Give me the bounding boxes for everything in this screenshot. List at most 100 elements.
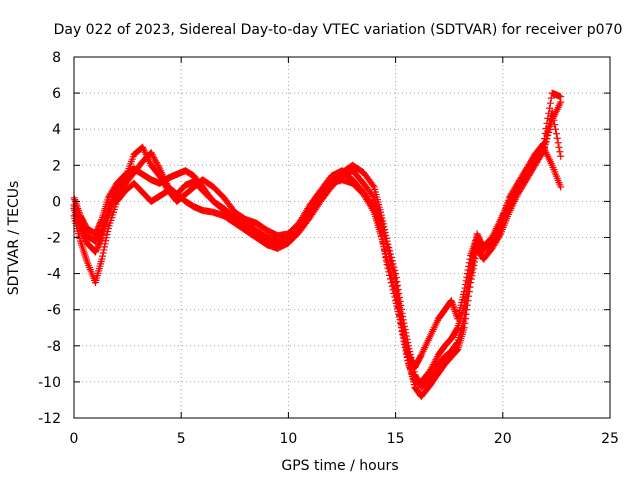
data-point [540, 140, 548, 148]
data-point [100, 246, 108, 254]
x-tick-label: 15 [387, 431, 405, 447]
x-tick-label: 10 [279, 431, 297, 447]
data-point [428, 364, 436, 372]
data-point [386, 247, 394, 255]
data-point [465, 270, 473, 278]
data-point [466, 266, 474, 274]
grid [74, 57, 610, 418]
y-tick-label: 6 [52, 86, 61, 102]
data-point [399, 334, 407, 342]
series-2 [70, 98, 565, 400]
data-point [554, 139, 562, 147]
data-point [432, 356, 440, 364]
data-point [387, 271, 395, 279]
data-point [430, 359, 438, 367]
data-point [397, 319, 405, 327]
data-point [392, 292, 400, 300]
data-point [555, 143, 563, 151]
data-point [470, 243, 478, 251]
data-point [552, 125, 560, 133]
data-point [121, 175, 129, 183]
data-point [553, 134, 561, 142]
data-point [386, 265, 394, 273]
data-point [467, 270, 475, 278]
data-point [463, 282, 471, 290]
data-point [392, 270, 400, 278]
chart-title: Day 022 of 2023, Sidereal Day-to-day VTE… [54, 22, 623, 38]
data-point [147, 149, 155, 157]
x-tick-label: 20 [494, 431, 512, 447]
data-point [393, 296, 401, 304]
data-point [155, 163, 163, 171]
data-point [388, 257, 396, 265]
data-point [394, 304, 402, 312]
data-point [401, 344, 409, 352]
data-point [471, 240, 479, 248]
data-point [153, 160, 161, 168]
data-point [552, 130, 560, 138]
data-point [557, 93, 565, 101]
data-point [431, 357, 439, 365]
data-point [403, 350, 411, 358]
data-point [100, 243, 108, 251]
data-point [404, 357, 412, 365]
data-point [389, 278, 397, 286]
data-point [426, 367, 434, 375]
data-point [390, 281, 398, 289]
data-point [400, 337, 408, 345]
data-point [453, 325, 461, 333]
data-point [541, 139, 549, 147]
data-point [398, 327, 406, 335]
data-point [464, 278, 472, 286]
data-point [544, 127, 552, 135]
data-point [433, 354, 441, 362]
data-point [469, 249, 477, 257]
data-point [151, 155, 159, 163]
y-tick-label: -8 [47, 339, 61, 355]
data-point [540, 143, 548, 151]
series-1 [70, 143, 565, 371]
y-tick-label: -12 [38, 411, 61, 427]
data-point [385, 262, 393, 270]
data-point [494, 228, 502, 236]
y-tick-label: -2 [47, 231, 61, 247]
x-tick-label: 5 [177, 431, 186, 447]
data-point [539, 148, 547, 156]
data-point [369, 182, 377, 190]
data-point [493, 229, 501, 237]
data-point [392, 288, 400, 296]
data-point [470, 246, 478, 254]
data-point [387, 253, 395, 261]
data-point [385, 244, 393, 252]
data-point [99, 252, 107, 260]
x-tick-label: 25 [601, 431, 619, 447]
data-point [395, 311, 403, 319]
data-point [460, 302, 468, 310]
y-axis-label: SDTVAR / TECUs [6, 181, 22, 296]
data-point [468, 256, 476, 264]
data-point [386, 268, 394, 276]
y-tick-label: -6 [47, 303, 61, 319]
data-point [102, 234, 110, 242]
data-point [101, 240, 109, 248]
y-tick-label: 2 [52, 158, 61, 174]
data-point [489, 237, 497, 245]
data-point [492, 232, 500, 240]
data-point [547, 94, 555, 102]
data-point [390, 263, 398, 271]
data-point [557, 183, 565, 191]
data-point [550, 116, 558, 124]
data-point [463, 286, 471, 294]
data-point [104, 228, 112, 236]
data-point [401, 340, 409, 348]
x-tick-label: 0 [70, 431, 79, 447]
data-point [549, 112, 557, 120]
data-point [154, 162, 162, 170]
data-point [551, 121, 559, 129]
data-point [402, 347, 410, 355]
data-point [545, 123, 553, 131]
data-point [496, 224, 504, 232]
data-point [391, 266, 399, 274]
y-tick-label: 0 [52, 194, 61, 210]
